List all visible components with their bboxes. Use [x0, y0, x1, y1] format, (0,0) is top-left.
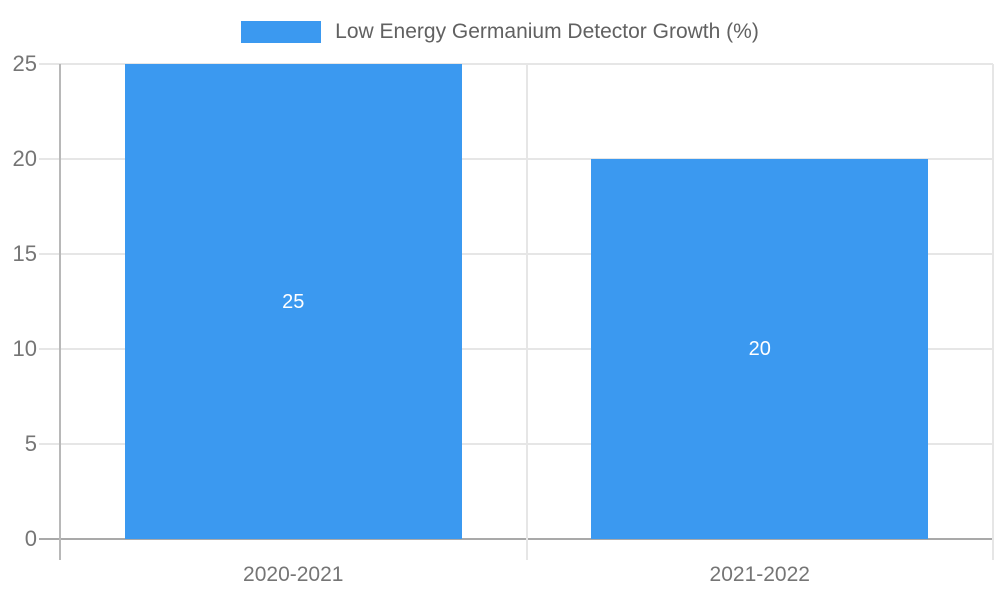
y-gridline — [39, 348, 993, 350]
y-axis-tick-label: 25 — [12, 51, 37, 76]
y-axis-tick-label: 15 — [12, 241, 37, 266]
bar-value-label: 25 — [282, 290, 305, 313]
y-gridline — [39, 158, 993, 160]
category-separator-line — [525, 64, 528, 560]
y-gridline — [39, 443, 993, 445]
legend-label: Low Energy Germanium Detector Growth (%) — [335, 20, 759, 43]
x-axis-tick-label: 2020-2021 — [243, 563, 344, 586]
x-axis-tick-label: 2021-2022 — [709, 563, 810, 586]
y-gridline — [39, 63, 993, 65]
chart-legend[interactable]: Low Energy Germanium Detector Growth (%) — [0, 19, 1000, 45]
x-axis-line — [39, 538, 993, 540]
y-axis-tick-label: 10 — [12, 336, 37, 361]
plot-right-border — [992, 64, 994, 560]
legend-swatch-icon — [241, 21, 322, 43]
y-axis-tick-label: 0 — [24, 526, 37, 551]
bar-2021-2022[interactable] — [591, 159, 929, 539]
bar-value-label: 20 — [748, 338, 771, 360]
y-gridline — [39, 253, 993, 255]
y-axis-tick-label: 20 — [12, 146, 37, 171]
bar-2020-2021[interactable] — [124, 64, 462, 539]
y-axis-tick-label: 5 — [24, 431, 37, 456]
y-axis-line — [59, 64, 61, 560]
